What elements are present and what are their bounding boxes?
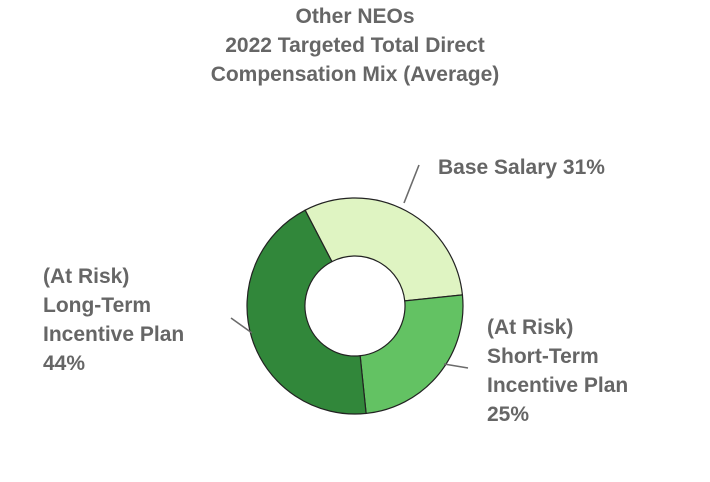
chart-title-line-1: Other NEOs	[295, 5, 414, 28]
slice-label-line: 44%	[43, 352, 85, 375]
chart-title-line-3: Compensation Mix (Average)	[211, 63, 500, 86]
leader-line-1	[403, 164, 420, 204]
leader-line-3	[230, 317, 253, 334]
donut-slice-1	[304, 197, 464, 302]
slice-label-line: Incentive Plan	[43, 323, 184, 346]
chart-title-line-2: 2022 Targeted Total Direct	[225, 34, 484, 57]
chart-title: Other NEOs 2022 Targeted Total Direct Co…	[211, 5, 500, 86]
slice-label-line: Incentive Plan	[487, 374, 628, 397]
slice-label-line: Base Salary 31%	[438, 156, 605, 179]
slice-label-line: 25%	[487, 403, 529, 426]
leader-line-2	[443, 363, 469, 369]
slice-label-line: Short-Term	[487, 345, 599, 368]
slice-label-2: (At Risk) Short-Term Incentive Plan 25%	[487, 316, 628, 426]
slice-label-3: (At Risk) Long-Term Incentive Plan 44%	[43, 265, 184, 375]
donut-slices	[246, 197, 464, 415]
slice-label-line: Long-Term	[43, 294, 151, 317]
donut-slice-3	[246, 209, 367, 415]
donut-slice-2	[359, 294, 464, 415]
slice-label-line: (At Risk)	[487, 316, 573, 339]
slice-label-line: (At Risk)	[43, 265, 129, 288]
slice-label-1: Base Salary 31%	[438, 156, 605, 179]
leader-lines	[230, 164, 469, 369]
slice-labels: Base Salary 31% (At Risk) Short-Term Incent…	[43, 156, 628, 426]
